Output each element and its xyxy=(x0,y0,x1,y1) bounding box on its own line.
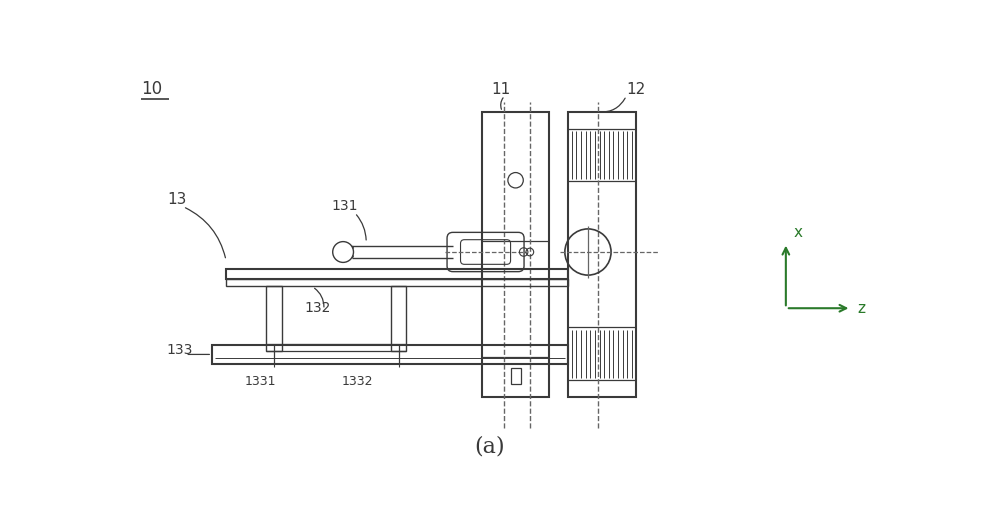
Text: 12: 12 xyxy=(626,82,646,97)
Bar xyxy=(391,286,406,351)
Bar xyxy=(266,286,282,351)
Text: 131: 131 xyxy=(332,199,358,213)
Text: (a): (a) xyxy=(474,436,505,458)
Text: 13: 13 xyxy=(168,192,187,208)
Text: 1331: 1331 xyxy=(245,375,276,388)
Bar xyxy=(482,112,549,397)
Text: 10: 10 xyxy=(141,80,162,98)
Text: z: z xyxy=(857,301,865,316)
Bar xyxy=(226,279,568,286)
Bar xyxy=(226,269,568,279)
Bar xyxy=(568,112,636,397)
Text: 11: 11 xyxy=(491,82,510,97)
Bar xyxy=(212,345,568,364)
Text: 132: 132 xyxy=(305,301,331,315)
Text: 1332: 1332 xyxy=(342,375,373,388)
Bar xyxy=(511,367,521,384)
Text: 133: 133 xyxy=(166,343,192,357)
Text: x: x xyxy=(794,224,803,240)
